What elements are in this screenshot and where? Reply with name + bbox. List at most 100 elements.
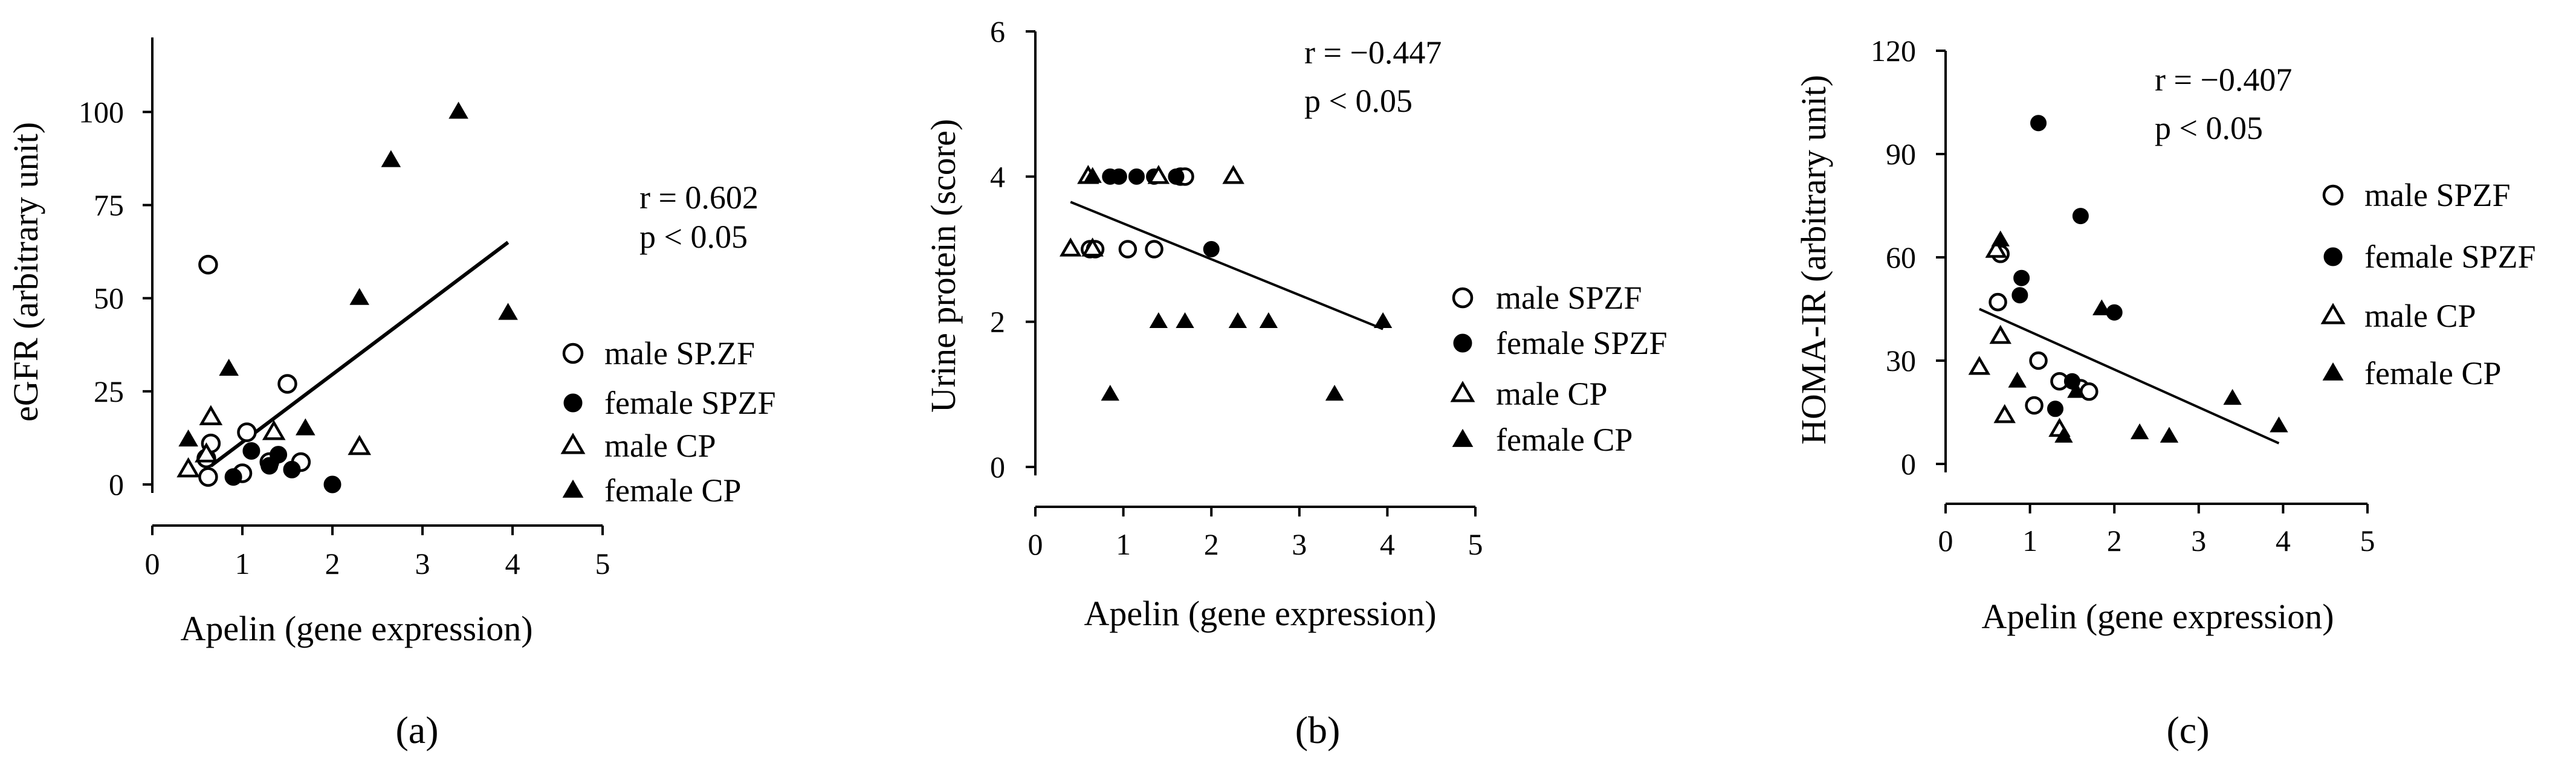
- data-point: [1989, 324, 2011, 344]
- x-tick-label: 5: [1468, 527, 1483, 561]
- x-tick-label: 0: [145, 547, 160, 581]
- legend-label: female SPZF: [604, 385, 775, 421]
- x-tick-label: 4: [505, 547, 520, 581]
- data-point: [1259, 312, 1278, 329]
- legend-item: female CP: [2322, 355, 2501, 391]
- legend-item: male SPZF: [1452, 280, 1642, 316]
- data-point: [2067, 382, 2086, 398]
- legend-marker: [1453, 333, 1472, 353]
- panel-b: 0 1 2 3 4 5 0 2 4 6 Urine protein (score) Apelin …: [924, 14, 1667, 751]
- legend-item: male SPZF: [2322, 177, 2511, 213]
- panel-label: (a): [395, 709, 438, 751]
- data-point: [178, 429, 198, 447]
- data-point: [323, 475, 341, 494]
- data-point: [1989, 292, 2007, 312]
- data-point: [348, 434, 372, 455]
- legend-item: female SPZF: [2323, 239, 2536, 275]
- data-point: [2270, 416, 2288, 433]
- legend-marker: [1450, 381, 1475, 402]
- data-point: [1993, 404, 2016, 423]
- data-point: [1968, 356, 1991, 375]
- legend-label: female CP: [604, 472, 741, 509]
- correlation-r: r = −0.447: [1304, 34, 1442, 71]
- data-point: [349, 288, 369, 305]
- panel-label: (b): [1295, 709, 1341, 751]
- x-tick-label: 1: [2022, 524, 2037, 558]
- data-point: [1147, 165, 1170, 184]
- x-tick-label: 5: [2360, 524, 2375, 558]
- legend-marker: [2320, 303, 2346, 324]
- data-point: [1145, 240, 1163, 259]
- legend: male SP.ZF female SPZF male CP female CP: [560, 335, 775, 509]
- data-point: [1083, 167, 1102, 183]
- data-point: [1373, 312, 1393, 329]
- x-tick-label: 0: [1028, 527, 1043, 561]
- p-value: p < 0.05: [2155, 110, 2263, 146]
- data-point: [2160, 426, 2179, 443]
- regression-line: [1070, 201, 1383, 330]
- x-tick-label: 0: [1938, 524, 1953, 558]
- x-tick-label: 2: [325, 547, 340, 581]
- data-point: [1228, 312, 1248, 329]
- y-tick-label: 50: [94, 281, 124, 315]
- x-tick-label: 2: [2107, 524, 2122, 558]
- y-tick-label: 0: [109, 468, 124, 501]
- x-axis-label: Apelin (gene expression): [1084, 594, 1436, 633]
- data-point: [262, 420, 286, 440]
- y-tick-label: 90: [1886, 137, 1916, 171]
- data-point: [1176, 312, 1194, 329]
- data-point: [1128, 168, 1145, 185]
- data-point: [195, 442, 218, 463]
- legend-marker: [562, 479, 584, 498]
- data-point: [2030, 115, 2047, 132]
- y-tick-label: 60: [1886, 240, 1916, 274]
- data-point: [1222, 165, 1244, 184]
- legend-item: female CP: [562, 472, 741, 509]
- legend-marker: [2323, 247, 2343, 266]
- legend-item: female SPZF: [563, 385, 775, 421]
- legend-marker: [563, 393, 583, 413]
- data-point: [2223, 388, 2242, 405]
- x-tick-label: 1: [235, 547, 250, 581]
- data-point: [296, 418, 316, 436]
- legend-label: male SPZF: [1496, 280, 1642, 316]
- y-tick-label: 0: [1901, 447, 1916, 481]
- data-point: [270, 446, 288, 464]
- data-point: [2130, 423, 2149, 440]
- legend-marker: [1452, 428, 1474, 447]
- legend-item: male SP.ZF: [562, 335, 755, 372]
- data-point: [2029, 351, 2048, 370]
- panel-label: (c): [2166, 709, 2209, 751]
- y-axis-label: Urine protein (score): [924, 119, 963, 413]
- data-point: [283, 460, 301, 478]
- data-point: [224, 468, 242, 486]
- data-point: [176, 457, 200, 478]
- data-point: [1110, 168, 1127, 185]
- y-axis-label: eGFR (arbitrary unit): [6, 122, 45, 422]
- regression-line: [1979, 307, 2280, 445]
- data-point: [1101, 385, 1119, 401]
- x-tick-label: 3: [2191, 524, 2206, 558]
- data-point: [1081, 237, 1104, 257]
- data-point: [198, 254, 218, 275]
- y-tick-label: 25: [94, 375, 124, 408]
- y-tick-label: 2: [990, 305, 1005, 339]
- legend-label: female CP: [1496, 422, 1633, 458]
- data-point: [199, 405, 223, 425]
- correlation-r: r = 0.602: [639, 179, 759, 216]
- data-point: [1149, 312, 1168, 329]
- plot-area: 0 1 2 3 4 5 0 2 4 6: [990, 14, 1483, 561]
- x-tick-label: 1: [1116, 527, 1131, 561]
- x-axis-label: Apelin (gene expression): [1981, 597, 2334, 636]
- data-point: [237, 422, 257, 442]
- data-point: [2072, 208, 2089, 225]
- legend: male SPZF female SPZF male CP female CP: [2320, 177, 2536, 391]
- data-point: [1325, 385, 1344, 401]
- data-point: [1985, 239, 2007, 258]
- x-tick-label: 5: [595, 547, 610, 581]
- legend-item: male CP: [2320, 298, 2476, 334]
- legend-item: male CP: [560, 428, 716, 464]
- data-point: [498, 303, 518, 320]
